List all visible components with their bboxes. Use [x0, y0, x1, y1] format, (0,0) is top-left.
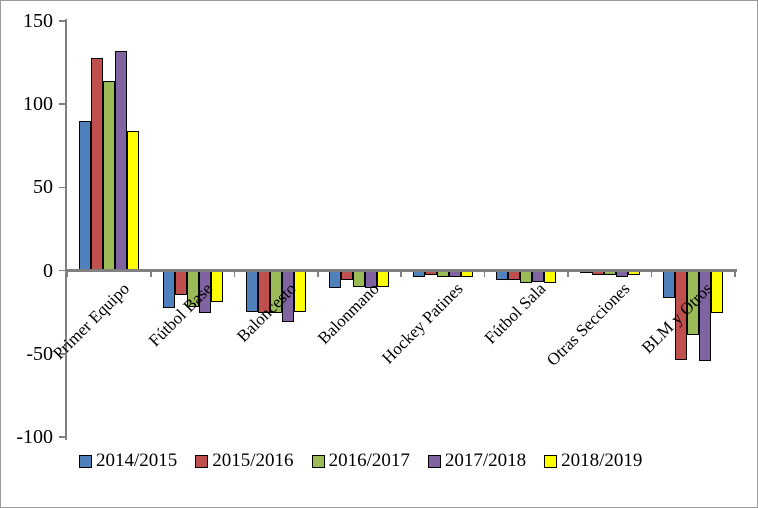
- bar-2018/2019-Primer Equipo: [127, 130, 140, 273]
- y-tick-mark: [59, 20, 66, 22]
- bar-2015/2016-Primer Equipo: [91, 57, 104, 273]
- y-axis-line: [65, 19, 67, 440]
- legend-item: 2017/2018: [427, 450, 527, 472]
- category-label: Balonmano: [314, 279, 383, 348]
- bar-2014/2015-Primer Equipo: [79, 120, 92, 273]
- category-tick-mark: [317, 272, 319, 277]
- legend-swatch: [544, 454, 558, 468]
- category-tick-mark: [233, 272, 236, 277]
- category-tick-mark: [567, 272, 569, 277]
- legend-swatch: [427, 454, 441, 468]
- bar-2015/2016-Fútbol Sala: [508, 270, 521, 280]
- category-label: Fútbol Sala: [481, 279, 550, 348]
- y-tick-label: -100: [16, 426, 53, 448]
- bar-2014/2015-BLM y Otros: [663, 270, 675, 299]
- x-axis-line: [65, 269, 737, 272]
- y-tick-label: -50: [26, 342, 53, 365]
- y-tick-label: 100: [23, 93, 53, 116]
- y-tick-mark: [59, 186, 66, 189]
- y-tick-mark: [59, 269, 66, 272]
- bar-2018/2019-Fútbol Sala: [544, 270, 557, 284]
- legend-item: 2014/2015: [79, 450, 177, 472]
- category-label: Primer Equipo: [48, 279, 133, 363]
- y-tick-label: 50: [33, 176, 53, 199]
- category-tick-mark: [650, 272, 653, 277]
- legend: 2014/2015 2015/2016 2016/2017 2017/2018 2018…: [79, 450, 642, 472]
- y-tick-mark: [59, 353, 66, 355]
- category-tick-mark: [734, 272, 736, 277]
- y-tick-mark: [59, 103, 66, 105]
- legend-swatch: [79, 454, 92, 468]
- legend-swatch: [311, 454, 325, 468]
- bar-2017/2018-Primer Equipo: [115, 50, 128, 273]
- legend-label: 2016/2017: [328, 450, 410, 471]
- category-tick-mark: [66, 272, 69, 277]
- legend-item: 2016/2017: [311, 450, 410, 472]
- legend-label: 2018/2019: [561, 450, 643, 471]
- legend-label: 2017/2018: [444, 450, 527, 471]
- y-tick-label: 150: [23, 10, 53, 32]
- legend-label: 2015/2016: [212, 450, 294, 471]
- bar-2016/2017-Fútbol Sala: [520, 270, 533, 284]
- bar-2016/2017-Primer Equipo: [103, 80, 116, 273]
- legend-item: 2018/2019: [544, 450, 642, 472]
- bar-2014/2015-Baloncesto: [246, 270, 258, 312]
- category-tick-mark: [483, 272, 486, 277]
- y-tick-mark: [59, 436, 66, 438]
- category-tick-mark: [150, 272, 152, 277]
- bar-2014/2015-Fútbol Sala: [496, 270, 509, 280]
- bar-2014/2015-Balonmano: [329, 270, 342, 289]
- bar-2018/2019-Balonmano: [377, 270, 390, 287]
- legend-swatch: [195, 454, 209, 468]
- y-tick-label: 0: [43, 259, 53, 282]
- category-label: Otras Secciones: [542, 279, 634, 370]
- category-tick-mark: [400, 272, 402, 277]
- bar-2015/2016-Fútbol Base: [174, 270, 187, 295]
- bar-2015/2016-Balonmano: [341, 270, 354, 280]
- legend-label: 2014/2015: [96, 450, 178, 471]
- legend-item: 2015/2016: [195, 450, 294, 472]
- category-label: Hockey Patines: [377, 279, 467, 368]
- bar-2014/2015-Fútbol Base: [162, 270, 175, 309]
